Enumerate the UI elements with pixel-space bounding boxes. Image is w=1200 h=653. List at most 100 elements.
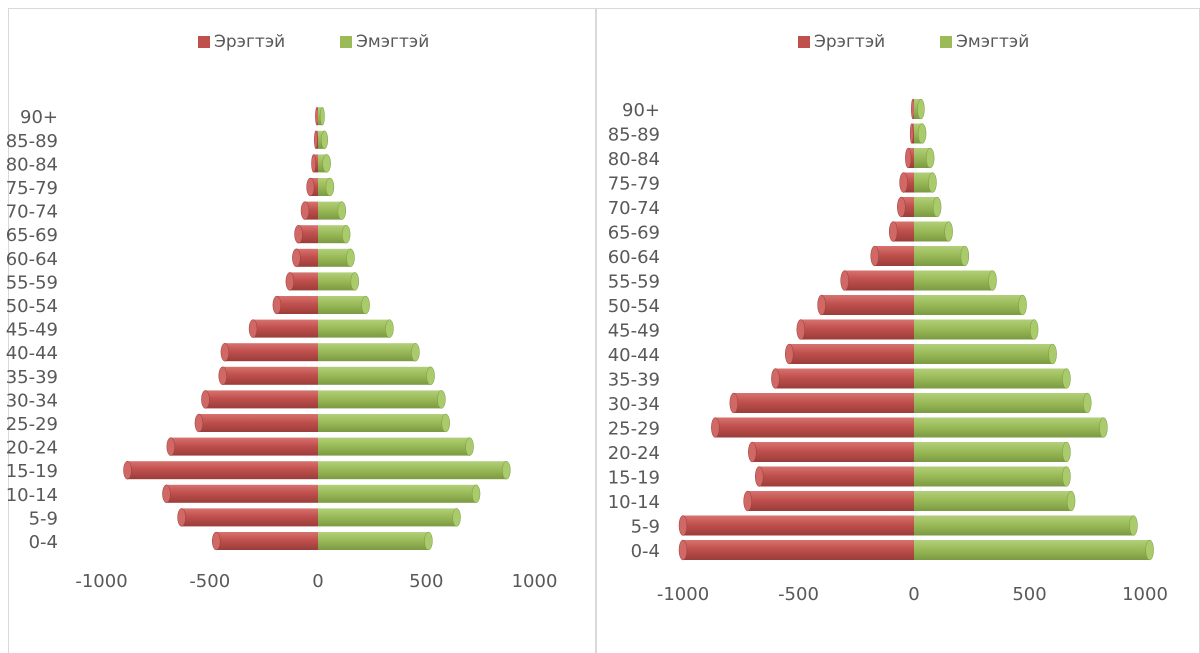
x-tick-label: -1000 [75, 571, 127, 592]
bar-female-30-34 [914, 393, 1088, 413]
bar-cap-female-50-54 [1018, 294, 1027, 316]
bar-cap-male-90+ [911, 98, 915, 120]
bar-cap-female-70-74 [932, 196, 942, 218]
bar-cap-female-50-54 [361, 295, 370, 315]
y-tick-label: 70-74 [6, 202, 58, 223]
y-tick-label: 90+ [622, 100, 660, 121]
bar-cap-male-90+ [315, 106, 319, 126]
legend-label-2: Эмэгтэй [956, 32, 1029, 52]
bar-cap-male-45-49 [248, 319, 258, 338]
y-tick-label: 5-9 [29, 508, 58, 529]
bar-female-70-74 [318, 201, 342, 220]
bar-cap-female-25-29 [441, 413, 450, 433]
y-axis-labels: 0-45-910-1415-1920-2425-2930-3435-3940-4… [608, 100, 660, 562]
bar-cap-male-70-74 [300, 201, 310, 220]
y-tick-label: 25-29 [608, 419, 660, 440]
bar-male-55-59 [289, 272, 318, 291]
bar-female-45-49 [318, 319, 390, 338]
bar-cap-male-35-39 [771, 368, 780, 389]
y-tick-label: 5-9 [631, 517, 660, 538]
y-tick-label: 30-34 [608, 394, 660, 415]
bar-female-0-4 [914, 540, 1150, 560]
y-tick-label: 50-54 [608, 296, 660, 317]
legend: Эрэгтэй Эмэгтэй [198, 32, 429, 52]
bar-cap-female-15-19 [502, 460, 511, 480]
bar-cap-male-30-34 [729, 392, 739, 414]
bar-cap-male-0-4 [211, 531, 221, 551]
bar-cap-male-85-89 [314, 130, 318, 150]
bar-cap-female-55-59 [350, 272, 360, 291]
bar-male-25-29 [715, 417, 914, 438]
bar-cap-male-75-79 [306, 177, 315, 197]
bar-cap-female-20-24 [1062, 441, 1071, 463]
bar-cap-male-20-24 [748, 441, 757, 463]
y-tick-label: 45-49 [608, 321, 660, 342]
y-tick-label: 65-69 [608, 223, 660, 244]
bar-cap-female-90+ [917, 98, 925, 120]
bar-male-30-34 [733, 393, 914, 413]
bar-male-10-14 [166, 484, 318, 503]
bar-female-75-79 [318, 178, 330, 196]
bar-male-15-19 [759, 466, 914, 487]
y-tick-label: 40-44 [608, 345, 660, 366]
bar-female-50-54 [318, 296, 366, 314]
y-tick-label: 20-24 [6, 438, 58, 459]
x-tick-label: 1000 [512, 571, 558, 592]
bar-female-15-19 [914, 466, 1067, 487]
chart-2: Эрэгтэй Эмэгтэй 0-4 5-9 10-14 15-19 20-24 25-29… [608, 32, 1168, 605]
bar-cap-female-85-89 [320, 130, 328, 150]
bar-male-55-59 [844, 270, 914, 291]
bar-cap-female-45-49 [1029, 319, 1039, 340]
bar-female-30-34 [318, 390, 442, 409]
bar-cap-male-65-69 [294, 224, 303, 244]
bar-cap-female-75-79 [928, 172, 937, 193]
bar-male-0-4 [683, 540, 914, 560]
bar-female-20-24 [318, 437, 470, 456]
bar-cap-male-70-74 [897, 196, 906, 218]
bar-male-50-54 [821, 295, 914, 315]
bar-cap-male-40-44 [785, 343, 794, 365]
y-tick-label: 85-89 [6, 131, 58, 152]
y-axis-labels: 0-45-910-1415-1920-2425-2930-3435-3940-4… [6, 107, 58, 553]
bar-male-35-39 [222, 366, 318, 385]
bar-female-20-24 [914, 442, 1067, 462]
y-tick-label: 80-84 [6, 154, 58, 175]
bar-male-15-19 [127, 461, 318, 480]
bar-cap-male-20-24 [166, 437, 176, 456]
y-tick-label: 50-54 [6, 296, 58, 317]
y-tick-label: 55-59 [6, 272, 58, 293]
bar-cap-female-35-39 [426, 366, 435, 386]
bar-cap-female-5-9 [452, 508, 461, 527]
y-tick-label: 25-29 [6, 414, 58, 435]
bar-female-55-59 [914, 270, 993, 291]
bar-male-50-54 [276, 296, 318, 314]
bar-female-55-59 [318, 272, 355, 291]
bars [123, 106, 511, 551]
bar-cap-female-70-74 [337, 201, 347, 220]
bar-male-25-29 [198, 414, 318, 432]
legend-label-1: Эрэгтэй [814, 32, 885, 52]
y-tick-label: 55-59 [608, 272, 660, 293]
bar-male-20-24 [170, 437, 318, 456]
bar-cap-male-15-19 [123, 460, 132, 480]
bar-cap-female-15-19 [1062, 466, 1071, 487]
y-tick-label: 10-14 [608, 492, 660, 513]
y-tick-label: 15-19 [608, 468, 660, 489]
bar-cap-male-10-14 [743, 490, 752, 512]
bar-cap-male-80-84 [905, 147, 912, 169]
bar-cap-male-30-34 [201, 390, 210, 409]
bar-female-10-14 [318, 484, 477, 503]
y-tick-label: 60-64 [608, 247, 660, 268]
bar-female-45-49 [914, 319, 1035, 340]
bar-cap-male-75-79 [899, 172, 908, 193]
bar-cap-female-90+ [319, 106, 325, 126]
bar-male-60-64 [296, 248, 318, 267]
bar-female-0-4 [318, 532, 429, 550]
bar-cap-female-65-69 [341, 224, 351, 244]
bar-cap-female-30-34 [437, 390, 446, 409]
bar-cap-male-85-89 [909, 123, 914, 144]
bar-cap-male-80-84 [311, 154, 317, 173]
bar-cap-male-55-59 [840, 270, 849, 291]
